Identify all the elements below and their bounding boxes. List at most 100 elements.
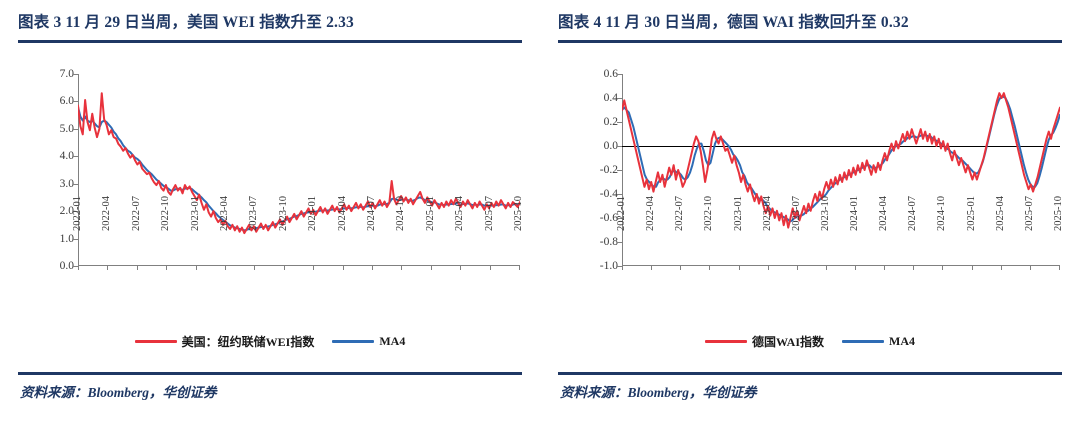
chart-legend-4: 德国WAI指数 MA4 — [558, 330, 1062, 352]
legend-label: MA4 — [379, 333, 406, 348]
x-tick-label: 2025-01 — [424, 196, 436, 231]
legend-label: 美国：纽约联储WEI指数 — [181, 334, 315, 349]
x-tick-label: 2024-07 — [366, 196, 377, 231]
x-tick-mark — [342, 266, 344, 270]
figure-panel-3: 图表 3 11 月 29 日当周，美国 WEI 指数升至 2.33 0.0 1.0… — [18, 14, 524, 400]
y-tick-label: -0.4 — [599, 188, 618, 200]
chart-legend-3: 美国：纽约联储WEI指数 MA4 — [18, 330, 522, 352]
y-tick-label: -0.8 — [599, 236, 618, 248]
y-tick-label: 6.0 — [59, 95, 74, 108]
x-tick-label: 2022-10 — [160, 196, 172, 231]
x-tick-label: 2024-10 — [936, 196, 948, 231]
x-tick-mark — [78, 266, 79, 270]
legend-label: MA4 — [889, 333, 915, 348]
x-tick-mark — [651, 266, 653, 270]
x-tick-mark — [767, 266, 769, 270]
figure-panel-4: 图表 4 11 月 30 日当周，德国 WAI 指数回升至 0.32 -1.0-… — [540, 0, 1080, 421]
x-tick-label: 2025-07 — [483, 196, 495, 231]
y-tick-mark — [617, 194, 622, 195]
x-tick-label: 2025-01 — [965, 196, 977, 231]
y-tick-label: 1.0 — [59, 232, 74, 245]
series-line — [622, 93, 1060, 227]
x-tick-label: 2024-04 — [336, 196, 348, 231]
x-tick-mark — [283, 266, 285, 270]
source-rule — [18, 372, 522, 375]
legend-swatch-icon — [704, 339, 747, 343]
legend-item[interactable]: MA4 — [842, 334, 915, 349]
zero-line-4 — [622, 146, 1060, 147]
y-tick-mark — [73, 266, 78, 267]
legend-swatch-icon — [134, 339, 177, 343]
y-tick-mark — [73, 183, 78, 185]
y-axis-labels-3: 0.0 1.0 2.0 3.0 4.0 5.0 6.0 7.0 — [48, 68, 78, 272]
x-tick-mark — [401, 266, 403, 270]
x-tick-label: 2023-01 — [732, 196, 744, 231]
y-tick-mark — [73, 238, 78, 240]
x-tick-label: 2022-04 — [101, 196, 113, 231]
x-tick-mark — [372, 266, 373, 270]
chart-canvas-3 — [78, 74, 520, 266]
legend-item[interactable]: MA4 — [332, 334, 405, 349]
y-tick-label: 3.0 — [59, 177, 74, 190]
title-rule — [18, 40, 522, 43]
x-tick-label: 2022-07 — [674, 196, 686, 231]
x-tick-mark — [971, 266, 973, 270]
x-axis-labels-4: 2022-01 2022-04 2022-07 2022-10 2023-01 2023-… — [616, 196, 1064, 258]
x-tick-mark — [313, 266, 315, 270]
x-tick-mark — [622, 266, 623, 270]
x-tick-label: 2025-10 — [513, 196, 524, 231]
x-tick-label: 2022-01 — [72, 196, 83, 231]
x-tick-label: 2025-04 — [994, 196, 1006, 231]
y-tick-label: 0.6 — [603, 68, 618, 80]
y-axis-labels-4: -1.0 -0.8 -0.6 -0.4 -0.2 0.0 0.2 0.4 0.6 — [592, 68, 622, 272]
source-note: 资料来源：Bloomberg，华创证券 — [560, 385, 757, 400]
y-tick-mark — [73, 211, 78, 213]
x-tick-mark — [519, 266, 520, 270]
y-tick-mark — [617, 218, 622, 219]
y-tick-mark — [617, 266, 622, 267]
x-tick-label: 2023-04 — [761, 196, 773, 231]
x-tick-label: 2024-01 — [849, 196, 861, 231]
y-axis-line-4 — [622, 74, 623, 266]
x-tick-mark — [195, 266, 197, 270]
x-tick-label: 2023-07 — [248, 196, 260, 231]
legend-item[interactable]: 德国WAI指数 — [704, 333, 824, 350]
x-tick-label: 2025-10 — [1053, 196, 1064, 231]
x-tick-mark — [1059, 266, 1060, 270]
y-tick-label: -0.6 — [599, 212, 618, 224]
x-tick-label: 2023-07 — [790, 196, 802, 231]
chart-canvas-4 — [622, 74, 1060, 266]
x-tick-mark — [225, 266, 226, 270]
x-axis-line-3 — [78, 265, 520, 266]
y-tick-label: 4.0 — [59, 150, 74, 163]
x-tick-label: 2023-01 — [189, 196, 201, 231]
x-tick-mark — [489, 266, 491, 270]
x-tick-mark — [825, 266, 827, 270]
y-tick-mark — [617, 122, 622, 123]
x-tick-mark — [166, 266, 168, 270]
y-tick-mark — [617, 74, 622, 75]
x-tick-label: 2024-10 — [395, 196, 407, 231]
x-tick-label: 2022-10 — [703, 196, 715, 231]
y-axis-line-3 — [78, 74, 79, 266]
y-tick-mark — [73, 156, 78, 158]
y-tick-mark — [617, 242, 622, 243]
chart-svg-4 — [622, 74, 1060, 266]
x-tick-label: 2022-04 — [645, 196, 657, 231]
y-tick-label: 0.0 — [603, 140, 618, 152]
x-tick-mark — [1000, 266, 1002, 270]
x-tick-mark — [913, 266, 915, 270]
legend-swatch-icon — [332, 339, 375, 343]
x-tick-mark — [942, 266, 944, 270]
x-axis-line-4 — [622, 265, 1060, 266]
x-tick-label: 2023-04 — [219, 196, 230, 231]
x-tick-label: 2022-01 — [616, 196, 627, 231]
y-tick-mark — [617, 98, 622, 99]
source-note: 资料来源：Bloomberg，华创证券 — [20, 385, 217, 400]
x-tick-mark — [107, 266, 109, 270]
title-rule — [558, 40, 1062, 43]
x-tick-mark — [254, 266, 256, 270]
x-tick-mark — [738, 266, 740, 270]
legend-item[interactable]: 美国：纽约联储WEI指数 — [134, 333, 315, 350]
y-tick-label: 0.2 — [603, 116, 618, 128]
